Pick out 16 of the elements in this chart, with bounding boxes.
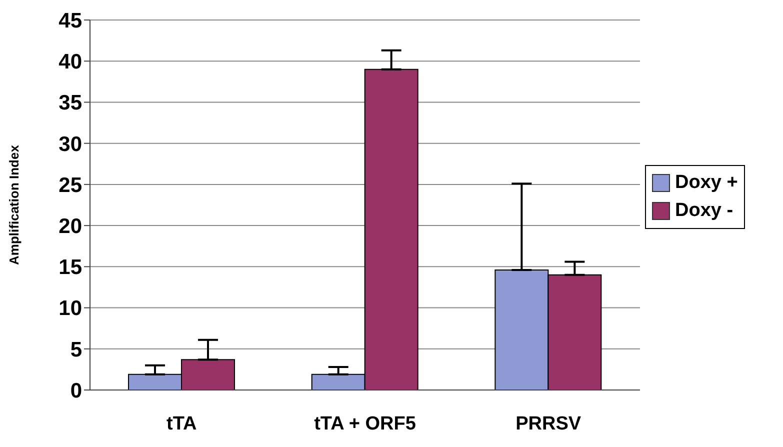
y-tick-label: 10: [58, 297, 82, 320]
y-tick-label: 5: [70, 338, 82, 362]
x-tick-label: PRRSV: [516, 413, 582, 434]
y-tick-label: 30: [58, 132, 82, 156]
y-tick-label: 35: [58, 92, 82, 115]
y-tick-label: 25: [58, 174, 82, 197]
y-tick-label: 0: [70, 379, 82, 402]
y-tick-label: 20: [58, 215, 82, 238]
y-tick-label: 45: [58, 9, 82, 32]
x-tick-label: tTA + ORF5: [314, 413, 416, 434]
legend-label: Doxy +: [675, 171, 738, 195]
y-axis-title: Amplification Index: [6, 144, 22, 265]
y-tick-label: 15: [58, 256, 82, 280]
x-tick-label: tTA: [166, 413, 198, 434]
legend-label: Doxy -: [675, 199, 734, 223]
y-tick-label: 40: [58, 50, 82, 74]
